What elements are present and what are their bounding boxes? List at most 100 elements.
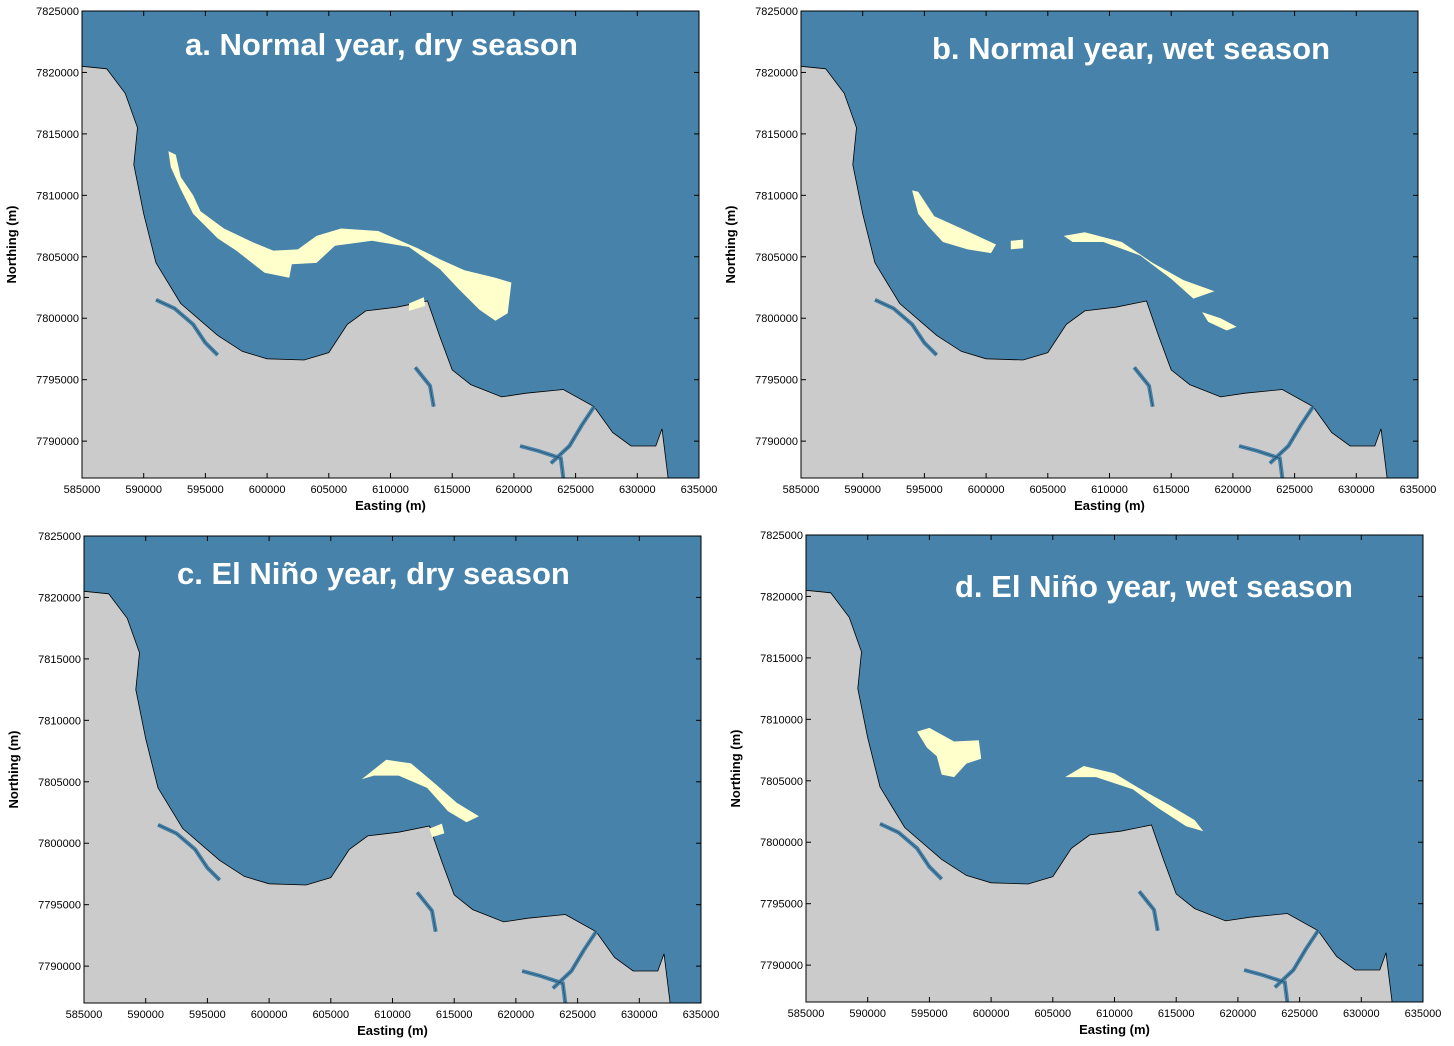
x-tick-label: 605000 — [312, 1009, 349, 1021]
river-outline — [414, 367, 434, 407]
map-panel-d: 585000 590000 595000 600000 605000 610000 6150… — [728, 530, 1441, 1037]
plume-area — [1063, 232, 1215, 299]
y-tick-label: 7795000 — [38, 900, 81, 912]
x-tick-label: 615000 — [1158, 1008, 1195, 1020]
x-tick-label: 610000 — [1091, 484, 1128, 496]
map-panel-b: 585000 590000 595000 600000 605000 610000 6150… — [723, 6, 1436, 513]
x-axis-label: Easting (m) — [355, 498, 426, 513]
x-tick-label: 635000 — [1400, 484, 1437, 496]
land-area — [800, 65, 1388, 479]
x-tick-label: 635000 — [1405, 1008, 1442, 1020]
x-tick-label: 615000 — [436, 1009, 473, 1021]
x-tick-label: 625000 — [557, 484, 594, 496]
map-canvas: 585000 590000 595000 600000 605000 610000 6150… — [4, 6, 717, 513]
plume-area — [1010, 239, 1024, 250]
y-tick-label: 7825000 — [755, 6, 798, 18]
x-tick-label: 600000 — [249, 484, 286, 496]
y-axis-label: Northing (m) — [4, 206, 19, 284]
y-tick-label: 7795000 — [760, 899, 803, 911]
x-tick-label: 630000 — [1343, 1008, 1380, 1020]
x-axis-label: Easting (m) — [1074, 498, 1145, 513]
y-tick-label: 7805000 — [760, 776, 803, 788]
river-outline — [1239, 445, 1283, 479]
river-outline — [1244, 969, 1288, 1003]
y-tick-label: 7790000 — [36, 436, 79, 448]
y-tick-label: 7795000 — [36, 375, 79, 387]
river-outline — [552, 931, 597, 989]
x-tick-label: 585000 — [783, 484, 820, 496]
plume-area — [1065, 766, 1204, 832]
panel-title: c. El Niño year, dry season — [177, 556, 570, 591]
y-tick-label: 7810000 — [760, 714, 803, 726]
x-tick-label: 590000 — [127, 1009, 164, 1021]
y-tick-label: 7815000 — [36, 129, 79, 141]
x-tick-label: 590000 — [844, 484, 881, 496]
y-tick-label: 7805000 — [38, 777, 81, 789]
x-tick-label: 630000 — [619, 484, 656, 496]
x-tick-label: 600000 — [973, 1008, 1010, 1020]
y-tick-label: 7805000 — [36, 252, 79, 264]
plume-area — [917, 727, 982, 778]
y-tick-label: 7825000 — [36, 6, 79, 18]
x-tick-label: 610000 — [1096, 1008, 1133, 1020]
y-tick-label: 7815000 — [38, 654, 81, 666]
y-tick-label: 7800000 — [36, 313, 79, 325]
x-tick-label: 585000 — [788, 1008, 825, 1020]
plume-area — [361, 759, 479, 823]
map-canvas: 585000 590000 595000 600000 605000 610000 6150… — [728, 530, 1441, 1037]
y-tick-label: 7820000 — [755, 67, 798, 79]
y-tick-label: 7810000 — [755, 190, 798, 202]
land-area — [81, 65, 669, 479]
y-axis-label: Northing (m) — [6, 731, 21, 809]
x-tick-label: 590000 — [125, 484, 162, 496]
x-tick-label: 625000 — [1276, 484, 1313, 496]
y-tick-label: 7805000 — [755, 252, 798, 264]
x-axis-label: Easting (m) — [1079, 1022, 1150, 1037]
y-tick-label: 7815000 — [755, 129, 798, 141]
y-tick-label: 7795000 — [755, 375, 798, 387]
y-tick-label: 7790000 — [755, 436, 798, 448]
x-tick-label: 600000 — [968, 484, 1005, 496]
river-outline — [879, 823, 942, 880]
panel-title: a. Normal year, dry season — [185, 27, 578, 62]
land-area — [805, 589, 1393, 1003]
x-tick-label: 615000 — [1153, 484, 1190, 496]
map-canvas: 585000 590000 595000 600000 605000 610000 6150… — [6, 531, 719, 1038]
y-tick-label: 7790000 — [38, 961, 81, 973]
x-tick-label: 630000 — [1338, 484, 1375, 496]
map-canvas: 585000 590000 595000 600000 605000 610000 6150… — [723, 6, 1436, 513]
land-area — [83, 590, 671, 1004]
plume-area — [409, 297, 426, 311]
x-axis-label: Easting (m) — [357, 1023, 428, 1038]
river-outline — [157, 824, 220, 881]
river-outline — [155, 299, 218, 356]
x-tick-label: 590000 — [849, 1008, 886, 1020]
x-tick-label: 595000 — [911, 1008, 948, 1020]
x-tick-label: 625000 — [1281, 1008, 1318, 1020]
plume-area — [429, 823, 445, 838]
y-tick-label: 7825000 — [760, 530, 803, 542]
river-outline — [1133, 367, 1153, 407]
river-outline — [1138, 891, 1158, 931]
river-outline — [1269, 406, 1314, 464]
map-panel-c: 585000 590000 595000 600000 605000 610000 6150… — [6, 531, 719, 1038]
x-tick-label: 600000 — [251, 1009, 288, 1021]
x-tick-label: 620000 — [498, 1009, 535, 1021]
y-tick-label: 7825000 — [38, 531, 81, 543]
map-panel-a: 585000 590000 595000 600000 605000 610000 6150… — [4, 6, 717, 513]
plume-area — [168, 151, 512, 321]
x-tick-label: 610000 — [374, 1009, 411, 1021]
y-tick-label: 7800000 — [38, 838, 81, 850]
river-outline — [1274, 930, 1319, 988]
panel-title: d. El Niño year, wet season — [955, 569, 1353, 604]
y-tick-label: 7810000 — [38, 715, 81, 727]
river-outline — [550, 406, 595, 464]
y-axis-label: Northing (m) — [728, 730, 743, 808]
y-tick-label: 7800000 — [760, 837, 803, 849]
x-tick-label: 585000 — [66, 1009, 103, 1021]
plume-area — [912, 190, 996, 254]
x-tick-label: 615000 — [434, 484, 471, 496]
x-tick-label: 595000 — [187, 484, 224, 496]
river-outline — [416, 892, 436, 932]
y-tick-label: 7800000 — [755, 313, 798, 325]
